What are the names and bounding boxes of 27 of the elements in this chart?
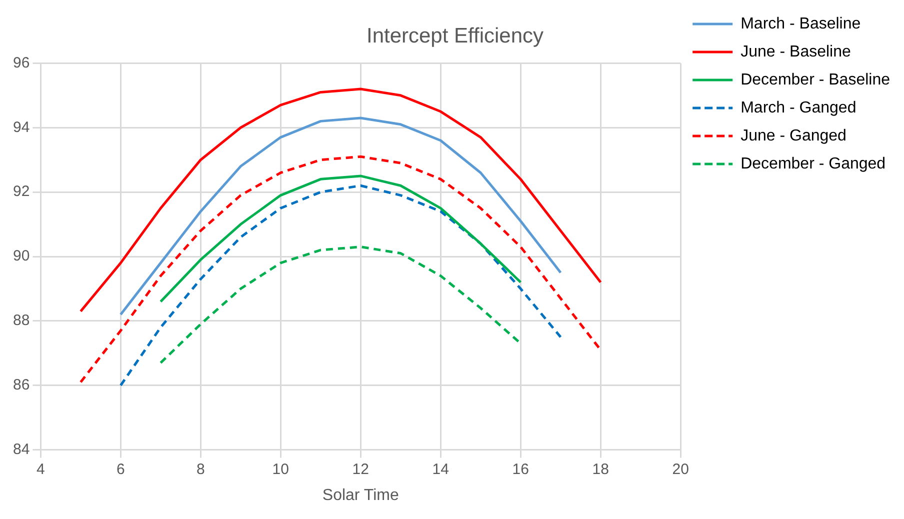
- legend-label: December - Baseline: [740, 71, 890, 88]
- x-tick-label: 14: [432, 460, 449, 478]
- chart-title: Intercept Efficiency: [366, 24, 544, 48]
- y-tick-label: 96: [12, 54, 30, 72]
- legend-label: June - Baseline: [740, 43, 851, 60]
- y-tick-label: 94: [12, 118, 30, 136]
- y-tick-label: 90: [12, 248, 30, 265]
- legend-label: March - Baseline: [740, 15, 861, 32]
- x-tick-label: 16: [512, 460, 529, 478]
- line-series: [159, 246, 522, 364]
- x-tick-label: 10: [272, 460, 289, 478]
- y-tick-label: 86: [12, 376, 30, 394]
- x-tick-label: 20: [672, 460, 689, 478]
- legend-label: March - Ganged: [740, 99, 856, 116]
- y-tick-label: 88: [12, 312, 30, 330]
- y-tick-label: 92: [12, 183, 30, 200]
- x-axis-title: Solar Time: [322, 486, 399, 504]
- line-series: [119, 184, 562, 387]
- x-tick-label: 8: [196, 460, 205, 478]
- legend-label: December - Ganged: [740, 155, 886, 172]
- y-tick-label: 84: [12, 440, 30, 458]
- legend-label: June - Ganged: [740, 127, 846, 144]
- x-tick-label: 4: [36, 460, 45, 478]
- x-tick-label: 12: [352, 460, 369, 478]
- line-series: [79, 155, 602, 384]
- x-tick-label: 18: [592, 460, 609, 478]
- x-tick-label: 6: [116, 460, 125, 478]
